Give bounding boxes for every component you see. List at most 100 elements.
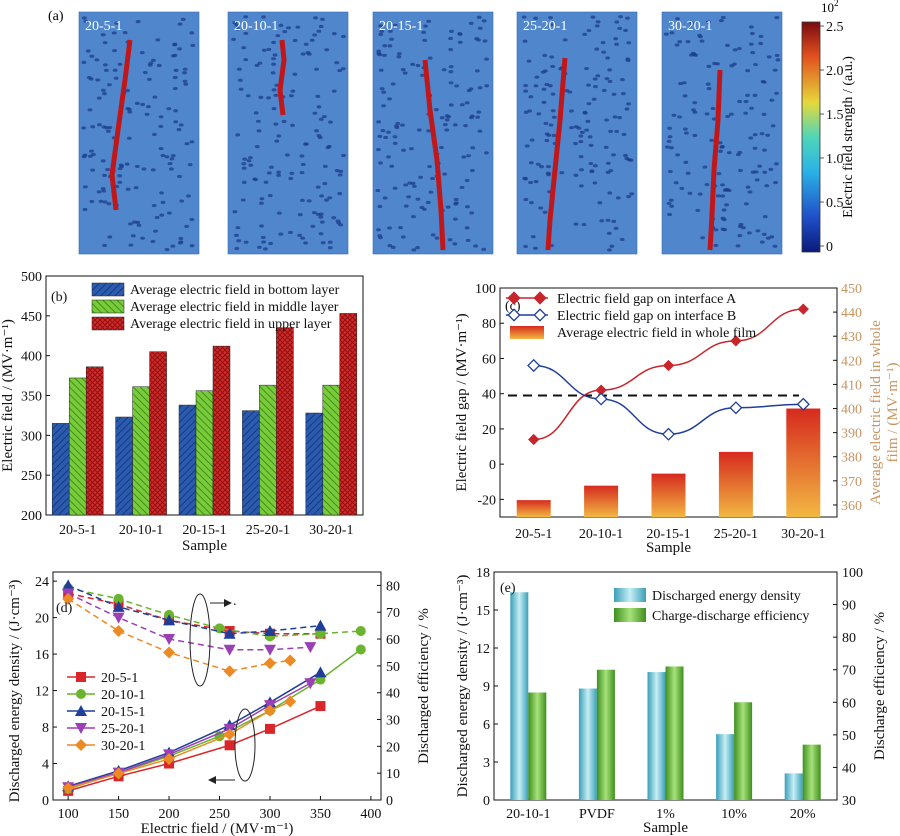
efficiency-point (113, 593, 124, 604)
legend-label: 25-20-1 (101, 722, 145, 737)
field-map-particle (762, 215, 768, 219)
field-map-particle (125, 187, 131, 191)
field-map-particle (749, 31, 755, 36)
field-map-particle (666, 139, 672, 143)
field-map-particle (592, 181, 598, 185)
y-right-tick-label: 80 (386, 579, 400, 594)
field-map-particle (758, 34, 764, 39)
y-right-tick-label: 390 (841, 427, 862, 442)
y-tick-label: 40 (482, 388, 496, 403)
field-map-particle (604, 77, 610, 81)
field-map-particle (340, 67, 346, 71)
field-map-particle (527, 109, 533, 113)
field-map-particle (289, 94, 294, 98)
field-map-particle (681, 81, 687, 85)
legend-label: 30-20-1 (101, 739, 145, 754)
field-map-particle (263, 247, 268, 251)
field-map-particle (273, 122, 279, 126)
field-map-particle (169, 167, 174, 171)
field-map-particle (612, 115, 618, 119)
field-map-particle (578, 134, 584, 138)
field-map-particle (592, 164, 598, 168)
field-map-particle (88, 77, 94, 81)
field-map-particle (757, 164, 763, 168)
field-map-particle (748, 42, 754, 46)
field-map-particle (156, 63, 162, 68)
field-map-particle (721, 208, 727, 212)
y-right-tick-label: 90 (842, 599, 856, 614)
field-map-25-20-1: 25-20-1 (516, 11, 638, 255)
efficiency-point (263, 625, 276, 637)
field-map-particle (469, 114, 475, 118)
field-map-particle (524, 144, 530, 148)
y-tick-label: 0 (489, 458, 496, 473)
field-map-particle (534, 75, 540, 79)
efficiency-point (314, 619, 327, 631)
field-map-particle (176, 128, 182, 132)
panel-d-label: (d) (56, 601, 73, 616)
field-map-particle (444, 128, 450, 132)
energy-point (223, 728, 236, 741)
field-map-particle (667, 126, 673, 130)
field-map-particle (146, 77, 152, 81)
y-right-tick-label: 0 (386, 794, 393, 809)
field-map-particle (379, 87, 385, 91)
field-map-particle (546, 165, 551, 169)
field-map-particle (135, 20, 141, 24)
field-map-particle (769, 98, 775, 102)
field-map-particle (258, 95, 264, 100)
y-axis-label: Discharged energy density / (J·cm⁻³) (455, 575, 471, 798)
colorbar-tick-label: 0.5 (826, 196, 844, 211)
colorbar-tick-label: 1.0 (826, 152, 844, 167)
y-axis-label: Electric field / (MV·m⁻¹) (0, 319, 16, 472)
field-map-particle (390, 245, 396, 249)
field-map-particle (259, 224, 264, 228)
field-map-particle (530, 235, 536, 239)
field-map-particle (252, 177, 258, 181)
field-map-particle (551, 133, 557, 138)
legend-marker (75, 705, 87, 716)
bar-10%-1 (716, 734, 735, 800)
field-map-particle (469, 168, 475, 173)
efficiency-point (163, 646, 176, 659)
field-map-particle (182, 79, 188, 83)
bar-1%-2 (665, 666, 684, 800)
field-map-particle (190, 43, 196, 48)
field-map-particle (705, 20, 711, 24)
field-map-particle (383, 135, 389, 140)
field-map-particle (341, 34, 346, 39)
field-map-particle (745, 69, 751, 73)
field-map-particle (584, 128, 589, 132)
field-map-particle (299, 154, 305, 158)
field-map-particle (327, 240, 333, 244)
field-map-particle (158, 115, 164, 119)
field-map-particle (378, 68, 384, 72)
y-tick-label: 20 (482, 423, 496, 438)
x-tick-label: 30-20-1 (781, 527, 825, 542)
bar-30-20-1-3 (339, 313, 358, 516)
field-map-particle (112, 68, 118, 72)
field-map-particle (105, 129, 111, 133)
field-map-particle (539, 164, 544, 169)
y-tick-label: 24 (35, 575, 49, 590)
field-map-particle (586, 83, 591, 87)
y-right-axis-label: Average electric field in whole (868, 320, 884, 505)
field-map-particle (234, 233, 239, 237)
field-map-particle (772, 68, 778, 72)
y-tick-label: 15 (476, 604, 490, 619)
field-map-particle (316, 133, 322, 138)
field-map-particle (102, 41, 108, 45)
field-map-particle (484, 151, 489, 155)
field-map-particle (337, 173, 343, 177)
energy-point (355, 644, 366, 655)
field-map-particle (684, 131, 689, 135)
field-map-particle (324, 48, 330, 52)
field-map-particle (551, 115, 557, 119)
field-map-particle (271, 62, 276, 66)
field-map-particle (117, 174, 123, 178)
field-map-particle (328, 120, 333, 124)
y-tick-label: 200 (21, 509, 42, 524)
field-map-particle (454, 201, 459, 205)
field-map-particle (382, 44, 388, 48)
field-map-particle (324, 198, 329, 202)
